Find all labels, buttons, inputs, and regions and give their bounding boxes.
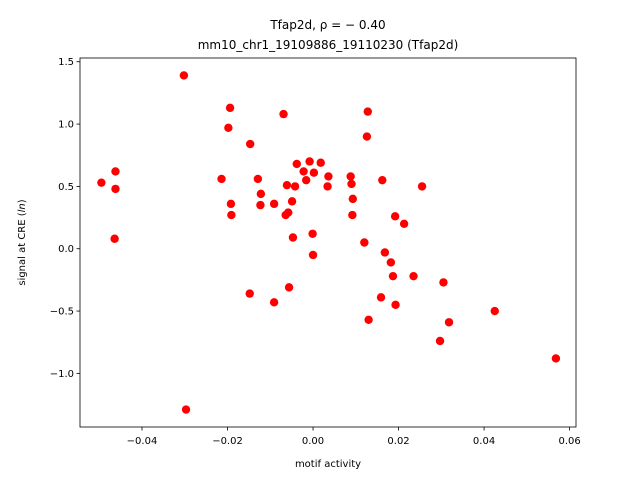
data-point [225,103,235,113]
data-point [323,182,332,191]
y-tick-label: 1.5 [58,57,74,68]
y-tick-label: 1.0 [58,120,74,131]
data-point [110,234,119,243]
data-point [308,250,318,260]
x-tick-label: −0.02 [212,436,243,447]
data-point [253,174,263,184]
data-point [388,271,398,281]
data-point [269,298,279,307]
data-point [364,315,373,324]
data-point [290,182,300,191]
x-axis-ticks: −0.04 −0.02 0.00 0.02 0.04 0.06 [127,427,581,447]
y-axis-label-italic: ln [17,203,28,212]
chart-subtitle: mm10_chr1_19109886_19110230 (Tfap2d) [198,38,459,52]
data-point [301,175,311,185]
data-point [347,179,356,189]
data-point [217,174,226,184]
data-point [376,293,386,302]
data-point [439,278,448,287]
y-tick-label: 0.0 [58,244,74,255]
data-point [179,71,189,80]
data-point [256,200,265,210]
data-point [111,184,120,194]
data-point [299,167,308,176]
data-point [181,405,191,414]
data-point [391,300,400,310]
data-point [309,168,319,177]
data-point [227,210,236,220]
data-point [409,271,418,281]
data-point [287,197,297,206]
x-axis-label: motif activity [295,459,361,470]
chart-title: Tfap2d, ρ = − 0.40 [269,18,385,32]
data-point [551,354,561,363]
data-point [435,336,445,346]
data-point [111,167,120,176]
x-tick-label: −0.04 [127,436,158,447]
data-point [284,208,293,217]
data-point [245,139,255,149]
data-point [378,175,387,185]
data-point [348,210,357,220]
data-point [284,283,294,292]
data-point [288,233,298,242]
y-tick-label: −0.5 [50,307,74,318]
data-point [226,199,236,209]
data-point [346,172,355,181]
data-point [292,159,301,169]
x-tick-label: 0.04 [473,436,495,447]
data-point [348,194,357,204]
data-point [386,258,396,267]
data-point [360,238,369,247]
data-point [256,189,266,199]
data-point [269,199,279,209]
data-point [97,178,106,187]
x-tick-label: 0.02 [387,436,409,447]
data-point [279,109,288,119]
y-axis-ticks: −1.0 −0.5 0.0 0.5 1.0 1.5 [50,57,80,380]
points-layer [97,71,561,414]
x-tick-label: 0.06 [558,436,580,447]
data-point [362,132,372,141]
data-point [282,180,292,190]
plot-frame [79,57,577,428]
data-point [363,107,372,116]
x-tick-label: 0.00 [302,436,324,447]
y-axis-label-text: signal at CRE ( [17,212,28,285]
y-axis-label-close: ) [17,199,28,203]
data-point [224,123,233,133]
data-point [490,306,499,316]
data-point [380,248,390,257]
data-point [399,219,409,228]
data-point [444,318,454,327]
y-tick-label: −1.0 [50,369,74,380]
data-point [308,229,317,238]
data-point [316,158,325,167]
data-point [390,212,400,221]
data-point [305,157,314,166]
data-point [324,172,333,181]
y-tick-label: 0.5 [58,182,74,193]
data-point [245,289,254,298]
y-axis-label: signal at CRE (ln) [17,199,28,285]
data-point [417,182,427,191]
